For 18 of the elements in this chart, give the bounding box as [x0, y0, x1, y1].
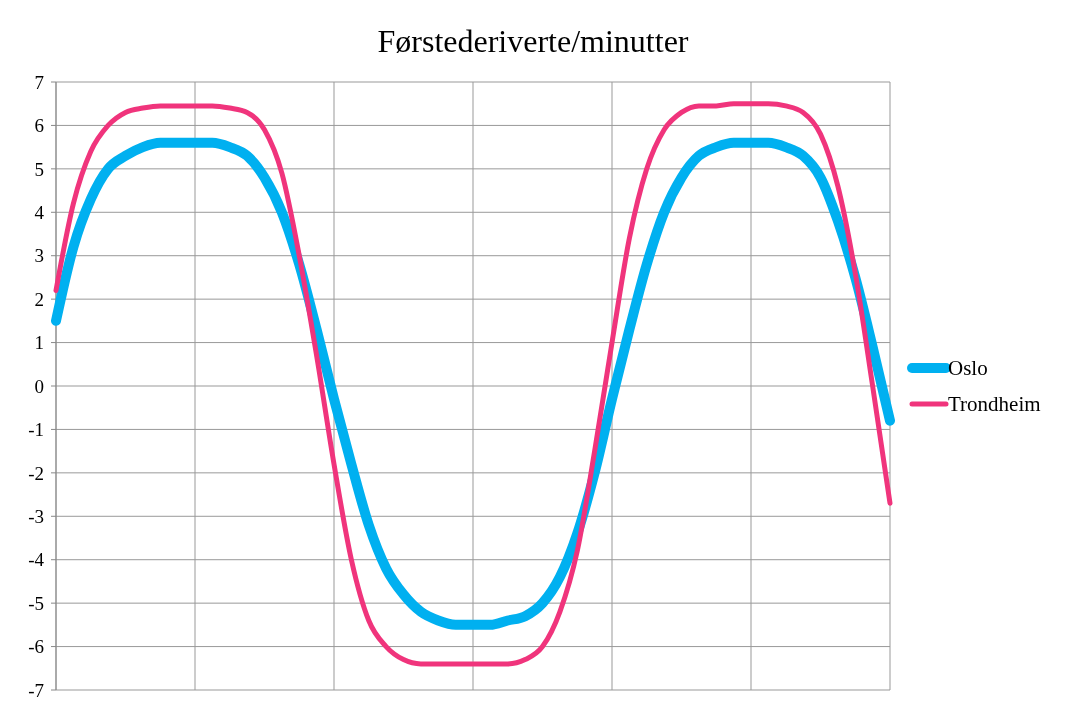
y-tick-label: -3 — [28, 505, 44, 527]
legend-label: Trondheim — [948, 392, 1041, 417]
y-tick-label: 0 — [34, 375, 44, 397]
y-tick-label: 6 — [34, 115, 44, 137]
legend-label: Oslo — [948, 356, 988, 381]
y-tick-label: 1 — [34, 332, 44, 354]
y-tick-label: -6 — [28, 636, 44, 658]
y-tick-label: 2 — [34, 288, 44, 310]
y-tick-label: -2 — [28, 462, 44, 484]
y-tick-label: -7 — [28, 679, 44, 701]
chart-title: Førstederiverte/minutter — [377, 23, 689, 59]
y-tick-label: 5 — [34, 158, 44, 180]
y-tick-label: -4 — [28, 549, 45, 571]
y-tick-label: 4 — [34, 201, 45, 223]
y-tick-label: -5 — [28, 592, 44, 614]
y-tick-label: 3 — [34, 245, 44, 267]
y-tick-label: -1 — [28, 419, 44, 441]
y-tick-label: 7 — [34, 71, 44, 93]
